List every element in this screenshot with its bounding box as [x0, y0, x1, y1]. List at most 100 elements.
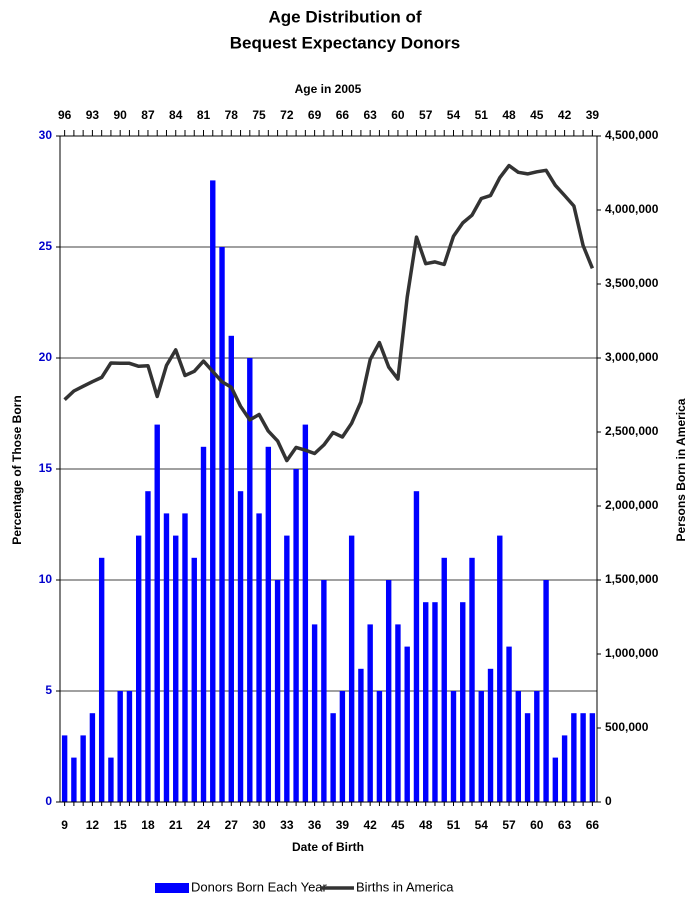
bar [515, 691, 522, 802]
top-tick-label: 69 [308, 108, 322, 122]
bar [200, 446, 207, 802]
bar [589, 713, 596, 802]
top-tick-label: 81 [197, 108, 211, 122]
bar [580, 713, 586, 802]
bar [450, 691, 457, 802]
bar [478, 691, 484, 802]
y-tick-label: 20 [39, 350, 53, 364]
x-tick-label: 12 [86, 818, 100, 832]
chart-title: Age Distribution of [269, 7, 422, 26]
x-tick-label: 24 [197, 818, 211, 832]
top-tick-label: 54 [447, 108, 461, 122]
y-tick-label: 15 [39, 461, 53, 475]
legend-label: Donors Born Each Year [191, 879, 328, 894]
bar [247, 358, 253, 802]
bar [469, 557, 475, 802]
y2-tick-label: 0 [605, 794, 612, 808]
legend-swatch [155, 883, 189, 893]
y2-tick-label: 4,000,000 [605, 202, 659, 216]
bar [339, 691, 346, 802]
bar [497, 535, 503, 802]
y-tick-label: 25 [39, 239, 53, 253]
top-tick-label: 84 [169, 108, 183, 122]
bar [302, 424, 309, 802]
bar [265, 446, 272, 802]
y-axis-label: Percentage of Those Born [10, 395, 24, 544]
bar [571, 713, 577, 802]
bar [163, 513, 170, 802]
x-tick-label: 60 [530, 818, 544, 832]
bar [219, 247, 225, 802]
x-tick-label: 30 [252, 818, 266, 832]
x-tick-label: 27 [225, 818, 239, 832]
top-tick-label: 72 [280, 108, 294, 122]
bar [441, 557, 447, 802]
bar [404, 646, 410, 802]
y2-tick-label: 2,000,000 [605, 498, 659, 512]
x-tick-label: 45 [391, 818, 405, 832]
y-tick-label: 10 [39, 572, 53, 586]
line [63, 163, 595, 463]
top-tick-label: 42 [558, 108, 572, 122]
bar [228, 335, 234, 802]
top-tick-label: 45 [530, 108, 544, 122]
bar [274, 580, 281, 802]
bar [506, 646, 512, 802]
bar [61, 735, 68, 802]
bar [358, 668, 364, 802]
bar [460, 602, 466, 802]
chart-subtitle: Bequest Expectancy Donors [230, 33, 461, 52]
bar [330, 713, 336, 802]
bar [423, 602, 429, 802]
legend-label: Births in America [356, 879, 454, 894]
bar [210, 180, 216, 802]
x-axis-label: Date of Birth [292, 840, 364, 854]
x-tick-label: 42 [363, 818, 377, 832]
y2-tick-label: 3,000,000 [605, 350, 659, 364]
top-tick-label: 96 [58, 108, 72, 122]
bar [80, 735, 86, 802]
y2-tick-label: 1,500,000 [605, 572, 659, 586]
bar [182, 513, 188, 802]
bar [367, 624, 373, 802]
x-tick-label: 9 [61, 818, 68, 832]
bar [552, 757, 559, 802]
y-tick-label: 5 [45, 683, 52, 697]
top-tick-label: 51 [475, 108, 489, 122]
y2-tick-label: 2,500,000 [605, 424, 659, 438]
bar [293, 469, 299, 802]
top-tick-label: 87 [141, 108, 155, 122]
bar [126, 691, 133, 802]
x-tick-label: 66 [586, 818, 600, 832]
top-tick-label: 63 [363, 108, 377, 122]
x-tick-label: 63 [558, 818, 572, 832]
bar [108, 757, 114, 802]
bar [385, 580, 392, 802]
top-tick-label: 93 [86, 108, 100, 122]
top-tick-label: 39 [586, 108, 600, 122]
top-tick-label: 57 [419, 108, 433, 122]
y2-axis-label: Persons Born in America [674, 398, 688, 541]
bar [154, 424, 160, 802]
bar [311, 624, 318, 802]
top-tick-label: 66 [336, 108, 350, 122]
y2-tick-label: 500,000 [605, 720, 649, 734]
y-tick-label: 0 [45, 794, 52, 808]
x-tick-label: 48 [419, 818, 433, 832]
bar [395, 624, 401, 802]
x-tick-label: 39 [336, 818, 350, 832]
x-tick-label: 33 [280, 818, 294, 832]
x-tick-label: 36 [308, 818, 322, 832]
y-tick-label: 30 [39, 128, 53, 142]
bar [98, 557, 105, 802]
bar [256, 513, 262, 802]
bar [71, 757, 77, 802]
bar [534, 691, 540, 802]
x-tick-label: 15 [114, 818, 128, 832]
bar [135, 535, 142, 802]
bar [348, 535, 355, 802]
x-tick-label: 18 [141, 818, 155, 832]
y2-tick-label: 1,000,000 [605, 646, 659, 660]
x-tick-label: 54 [475, 818, 489, 832]
top-tick-label: 78 [225, 108, 239, 122]
